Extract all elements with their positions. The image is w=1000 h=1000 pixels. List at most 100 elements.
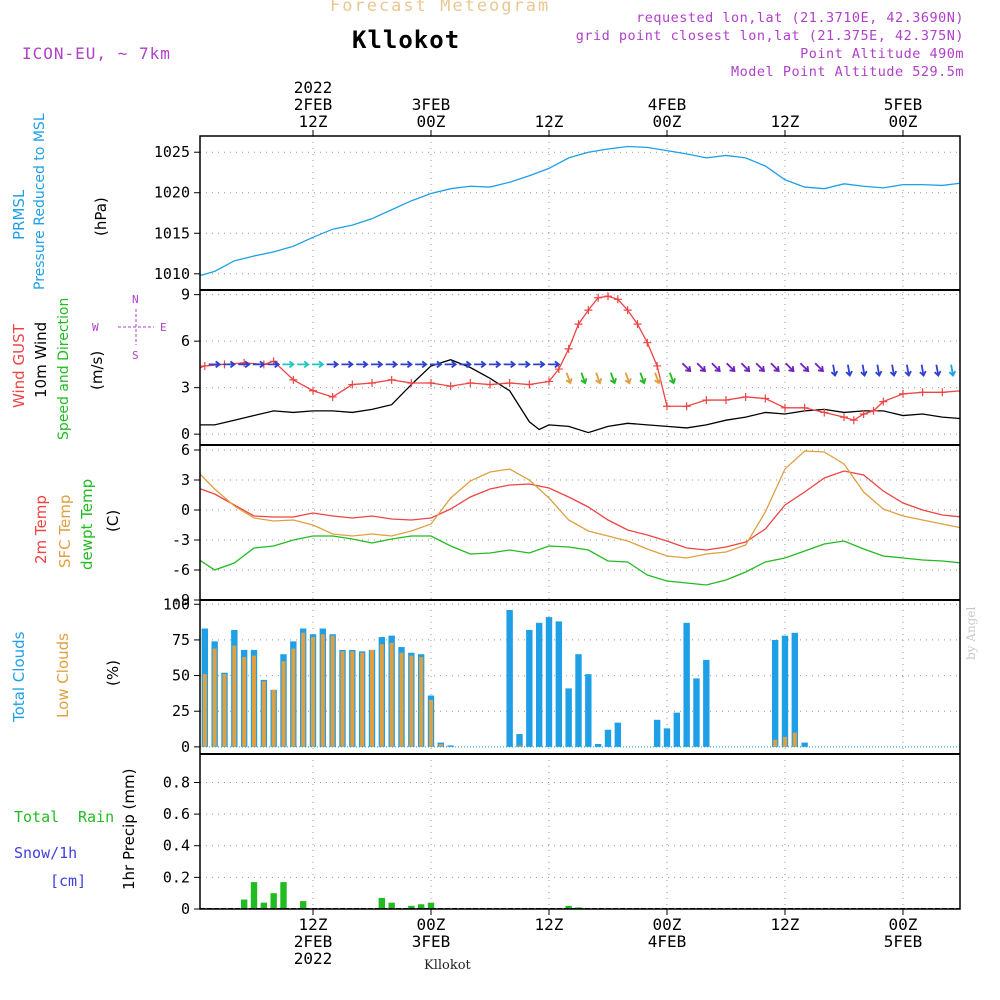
low-cloud-bar — [252, 655, 257, 747]
low-cloud-bar — [320, 634, 325, 747]
precip-legend-snow: Snow/1h — [14, 844, 78, 862]
y-tick-label: -9 — [172, 591, 190, 609]
wind-direction-arrow — [208, 360, 222, 369]
x-tick-label-bottom: 2FEB — [294, 932, 333, 951]
point-altitude: Point Altitude 490m — [800, 46, 964, 62]
gust-marker — [938, 388, 947, 397]
total-cloud-bar — [506, 609, 513, 747]
gust-marker — [849, 416, 858, 425]
total-cloud-bar — [801, 742, 808, 747]
panel-label-wind: (m/s) — [88, 350, 106, 390]
low-cloud-bar — [291, 648, 296, 747]
panel-label-pressure: Pressure Reduced to MSL — [32, 113, 48, 290]
wind-direction-arrow — [948, 364, 957, 378]
wind-direction-arrow — [580, 372, 588, 385]
low-cloud-bar — [202, 674, 207, 747]
low-cloud-bar — [369, 649, 374, 747]
wind-direction-arrow — [459, 360, 472, 369]
wind-direction-arrow — [814, 362, 824, 373]
wind-direction-arrow — [370, 360, 384, 369]
low-cloud-bar — [271, 689, 276, 747]
wind-direction-arrow — [444, 360, 458, 369]
total-cloud-bar — [594, 744, 602, 747]
y-tick-label: 9 — [181, 286, 190, 304]
panel-label-clouds: Low Clouds — [54, 633, 72, 718]
gust-marker — [603, 292, 612, 301]
x-tick-label-bottom: 2022 — [294, 949, 333, 968]
low-cloud-bar — [281, 661, 286, 747]
panel-label-temp: SFC Temp — [56, 494, 74, 568]
low-cloud-bar — [782, 736, 787, 747]
x-tick-label-bottom: 5FEB — [884, 932, 923, 951]
x-tick-label-top: 12Z — [535, 112, 564, 131]
x-tick-label-bottom: 12Z — [771, 915, 800, 934]
gust-marker — [623, 306, 632, 315]
x-tick-label-top: 2FEB — [294, 95, 333, 114]
low-cloud-bar — [792, 732, 797, 747]
wind-direction-arrow — [415, 360, 428, 369]
y-tick-label: -3 — [172, 531, 190, 549]
low-cloud-bar — [222, 674, 227, 747]
low-cloud-bar — [409, 655, 414, 747]
y-tick-label: 0.8 — [163, 773, 190, 791]
y-tick-label: 6 — [181, 441, 190, 459]
wind-direction-arrow — [624, 372, 632, 385]
wind-direction-arrow — [297, 360, 310, 369]
wind-direction-arrow — [341, 360, 354, 369]
wind-direction-arrow — [740, 362, 751, 373]
precip-bar — [408, 905, 415, 909]
low-cloud-bar — [232, 645, 237, 747]
low-cloud-bar — [212, 648, 217, 747]
y-tick-label: 50 — [172, 667, 190, 685]
x-tick-label-bottom: 00Z — [653, 915, 682, 934]
gust-marker — [584, 306, 593, 315]
low-cloud-bar — [389, 642, 394, 747]
gust-marker — [869, 406, 878, 415]
total-cloud-bar — [693, 678, 700, 747]
y-tick-label: 1020 — [154, 184, 190, 202]
wind-direction-arrow — [845, 364, 853, 378]
gust-marker — [289, 375, 298, 384]
precip-legend-rain: Rain — [78, 808, 115, 826]
model-label: ICON-EU, ~ 7km — [22, 44, 171, 63]
x-tick-label-bottom: 00Z — [889, 915, 918, 934]
gust-marker — [328, 392, 337, 401]
total-cloud-bar — [683, 622, 690, 747]
x-tick-label-top: 12Z — [771, 112, 800, 131]
wind-direction-arrow — [654, 372, 662, 385]
wind-direction-arrow — [252, 360, 266, 369]
low-cloud-bar — [399, 652, 404, 747]
precip-bar — [260, 902, 268, 909]
panel-label-wind: 10m Wind — [32, 321, 50, 398]
wind-direction-arrow — [429, 360, 443, 369]
y-tick-label: 6 — [181, 332, 190, 350]
y-tick-label: 25 — [172, 702, 190, 720]
low-cloud-bar — [311, 637, 315, 747]
precip-bar — [240, 899, 248, 909]
requested-coordinates: requested lon,lat (21.3710E, 42.3690N) — [636, 10, 964, 26]
wind-direction-arrow — [875, 364, 883, 378]
gust-marker — [574, 320, 583, 329]
wind-direction-arrow — [726, 362, 736, 373]
compass-e: E — [160, 321, 167, 334]
wind-direction-arrow — [889, 364, 898, 378]
gust-marker — [800, 403, 809, 412]
gust-marker — [367, 379, 376, 387]
grid — [312, 136, 904, 909]
wind-direction-arrow — [311, 360, 325, 369]
precip-bar — [280, 882, 287, 909]
wind-direction-arrow — [681, 362, 692, 373]
wind-direction-arrow — [238, 360, 251, 369]
wind-speed-line — [200, 359, 960, 434]
y-tick-label: 1010 — [154, 265, 190, 283]
gust-marker — [594, 293, 603, 302]
gust-marker — [505, 379, 514, 387]
total-cloud-bar — [663, 728, 671, 747]
y-tick-label: 1025 — [154, 143, 190, 161]
total-cloud-bar — [673, 712, 681, 747]
x-tick-label-bottom: 3FEB — [412, 932, 451, 951]
low-cloud-bar — [340, 651, 345, 747]
gust-marker — [780, 403, 789, 412]
panel-label-pressure: (hPa) — [92, 197, 110, 236]
